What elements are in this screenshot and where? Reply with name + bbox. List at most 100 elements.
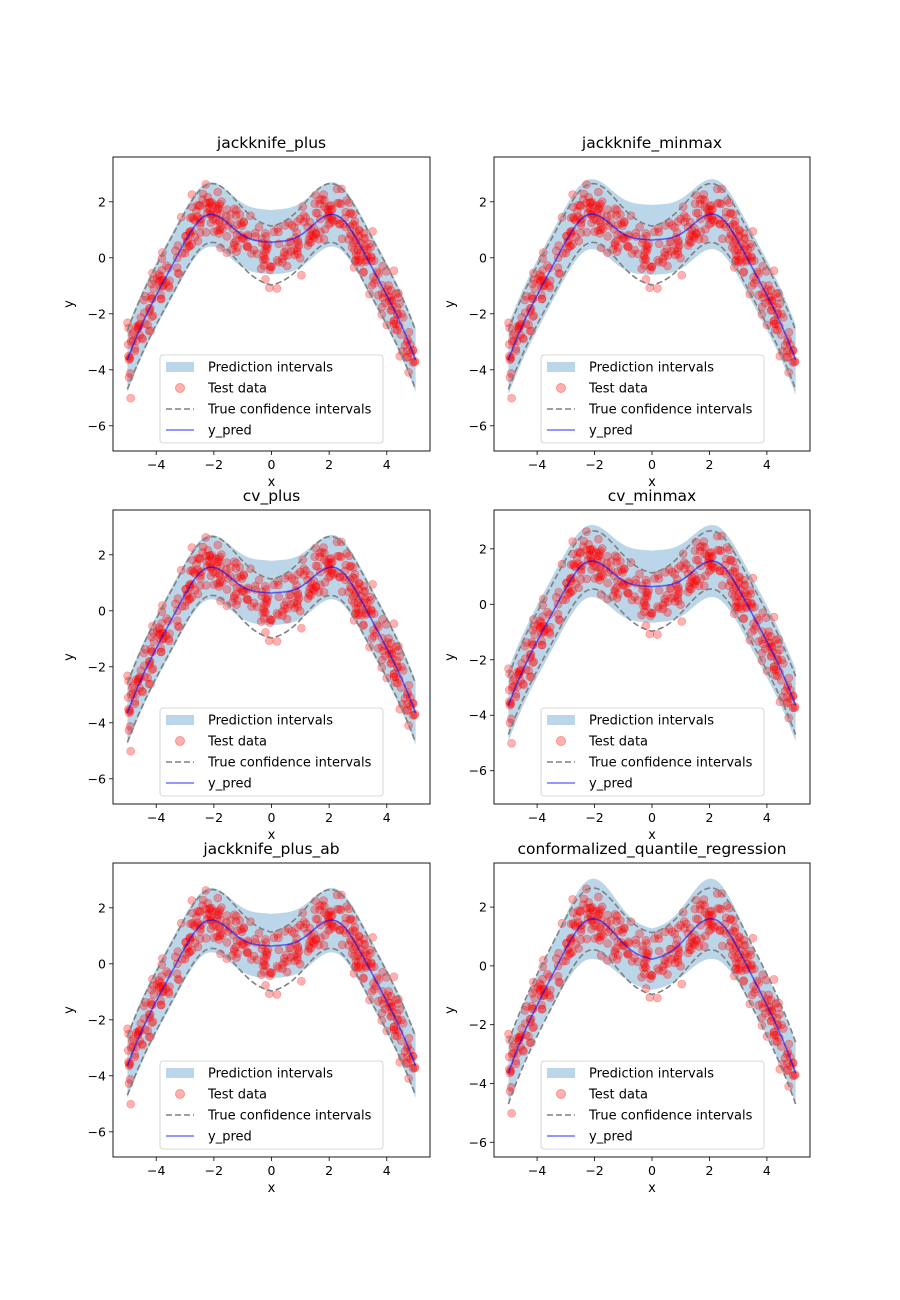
data-point	[661, 927, 670, 937]
data-point	[728, 926, 738, 936]
data-point	[348, 572, 358, 582]
data-point	[233, 949, 242, 958]
data-point	[217, 550, 226, 559]
data-point	[685, 945, 695, 955]
data-point	[734, 251, 743, 261]
data-point	[309, 939, 319, 948]
data-point	[685, 938, 695, 947]
legend-swatch-points	[556, 736, 566, 746]
data-point	[350, 927, 359, 936]
data-point	[311, 935, 321, 945]
data-point	[154, 270, 164, 279]
data-point	[377, 310, 387, 319]
data-point	[766, 995, 776, 1005]
data-point	[359, 939, 368, 949]
data-point	[673, 596, 683, 606]
data-point	[673, 564, 683, 573]
data-point	[653, 255, 662, 265]
chart-panel-5: −4 −2 0 2 4−6−4−202jackknife_plus_abxyPredic…	[62, 840, 431, 1196]
data-point	[311, 228, 321, 238]
data-point	[739, 228, 749, 238]
data-point	[788, 703, 798, 713]
data-point	[557, 918, 567, 928]
data-point	[594, 910, 604, 919]
data-point	[249, 951, 259, 961]
data-point	[588, 906, 598, 915]
data-point	[359, 973, 368, 983]
data-point	[788, 1071, 798, 1080]
data-point	[231, 564, 241, 573]
data-point	[213, 187, 223, 197]
data-point	[612, 955, 622, 964]
data-point	[193, 553, 202, 563]
data-point	[578, 195, 588, 204]
legend-label: y_pred	[589, 777, 633, 792]
data-point	[739, 613, 748, 623]
data-point	[543, 607, 552, 617]
chart-title: jackknife_minmax	[581, 134, 722, 153]
data-point	[576, 228, 586, 238]
data-point	[213, 893, 223, 903]
data-point	[783, 698, 793, 707]
legend-label: Prediction intervals	[589, 714, 714, 729]
data-point	[295, 606, 305, 616]
data-point	[274, 963, 283, 973]
data-point	[595, 907, 604, 916]
data-point	[734, 959, 743, 969]
data-point	[506, 1083, 516, 1092]
data-point	[590, 227, 600, 236]
data-point	[293, 591, 303, 600]
data-point	[690, 546, 700, 556]
data-point	[341, 207, 351, 217]
data-point	[368, 227, 377, 236]
data-point	[311, 581, 321, 591]
data-point	[704, 552, 714, 561]
data-point	[568, 947, 577, 957]
data-point	[403, 705, 413, 715]
data-point	[190, 585, 200, 595]
data-point	[612, 558, 621, 567]
legend-swatch-points	[175, 383, 185, 393]
data-point	[675, 948, 684, 958]
data-point	[254, 575, 264, 585]
legend-box	[540, 707, 765, 797]
data-point	[389, 672, 399, 682]
y-tick-label: −6	[88, 771, 106, 786]
data-point	[274, 227, 283, 237]
data-point	[262, 244, 272, 254]
data-point	[332, 184, 342, 194]
prediction-interval-band	[508, 878, 796, 1104]
data-point	[690, 579, 699, 589]
data-point	[164, 283, 174, 293]
data-point	[715, 566, 725, 576]
data-point	[518, 1045, 528, 1055]
data-point	[229, 944, 239, 954]
data-point	[344, 235, 353, 244]
data-point	[228, 950, 237, 960]
data-point	[369, 278, 379, 288]
data-point	[237, 587, 247, 597]
y-tick-label: 0	[98, 956, 106, 971]
data-point	[217, 224, 227, 234]
x-axis-label: x	[648, 828, 656, 843]
data-point	[143, 1026, 152, 1035]
data-point	[377, 1008, 387, 1018]
data-point	[612, 943, 621, 953]
data-point	[261, 628, 270, 637]
y-axis-label: y	[62, 1006, 77, 1014]
data-point	[586, 545, 595, 554]
data-point	[214, 582, 224, 591]
data-point	[389, 1022, 399, 1032]
data-point	[673, 923, 683, 933]
data-point	[694, 234, 704, 244]
data-point	[195, 554, 204, 564]
data-point	[572, 553, 582, 563]
data-point	[408, 1063, 418, 1073]
legend-label: True confidence intervals	[207, 1109, 372, 1124]
data-point	[700, 549, 709, 559]
data-point	[571, 939, 581, 949]
data-point	[304, 941, 314, 951]
data-point	[319, 896, 328, 905]
data-point	[267, 262, 276, 272]
